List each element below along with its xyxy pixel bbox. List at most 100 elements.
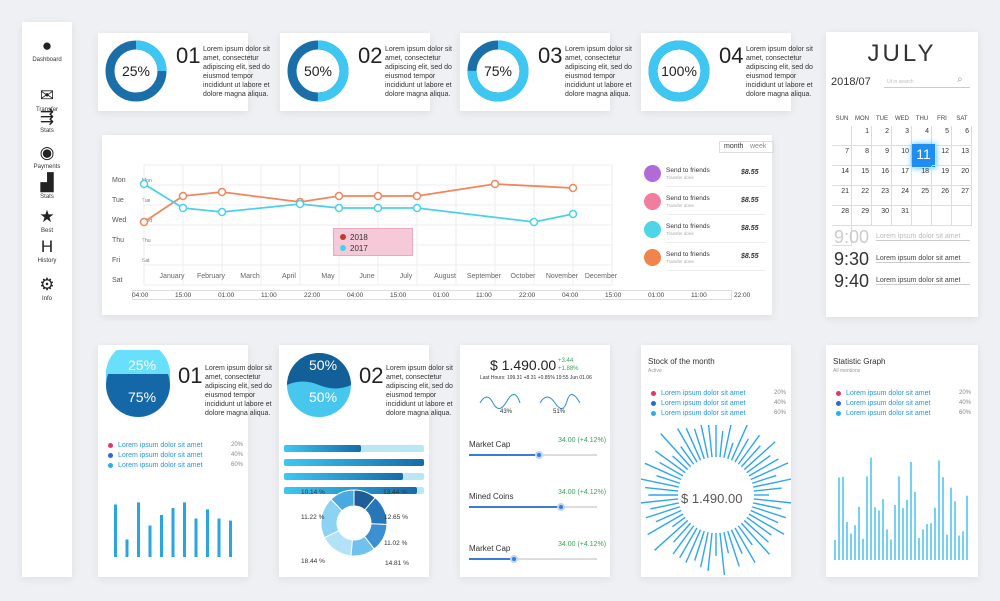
sidebar-item-payments[interactable]: ◉ Payments: [22, 143, 72, 170]
slider-track[interactable]: [469, 555, 597, 563]
calendar-day-25[interactable]: 25: [912, 186, 932, 206]
calendar-empty: [952, 206, 972, 226]
transaction-item[interactable]: Send to friends Transfer done $8.55: [639, 249, 767, 271]
stat-bar: [950, 487, 952, 560]
data-point[interactable]: [217, 207, 227, 217]
calendar-day-5[interactable]: 5: [932, 126, 952, 146]
burst-ray: [672, 525, 695, 555]
transaction-item[interactable]: Send to friends Transfer done $8.55: [639, 165, 767, 187]
calendar-day-11[interactable]: 11: [912, 144, 936, 168]
kpi-card-4: 100% 04 Lorem ipsum dolor sit amet, cons…: [641, 33, 813, 111]
period-toggle[interactable]: month week: [719, 141, 774, 153]
calendar-day-7[interactable]: 7: [832, 146, 852, 166]
sidebar-item-dashboard[interactable]: ● Dashboard: [22, 36, 72, 63]
data-point[interactable]: [139, 179, 149, 189]
sidebar-item-label: Dashboard: [32, 57, 62, 63]
calendar-day-6[interactable]: 6: [952, 126, 972, 146]
calendar-day-2[interactable]: 2: [872, 126, 892, 146]
calendar-day-15[interactable]: 15: [852, 166, 872, 186]
calendar-day-18[interactable]: 18: [912, 166, 932, 186]
calendar-day-1[interactable]: 1: [852, 126, 872, 146]
data-point[interactable]: [217, 187, 227, 197]
calendar-day-22[interactable]: 22: [852, 186, 872, 206]
stat-bar: [902, 508, 904, 560]
transaction-item[interactable]: Send to friends Transfer done $8.55: [639, 193, 767, 215]
sidebar-item-transfer[interactable]: ✉ Transfer: [22, 86, 72, 113]
calendar-empty: [832, 226, 852, 246]
data-point[interactable]: [139, 217, 149, 227]
transaction-item[interactable]: Send to friends Transfer done $8.55: [639, 221, 767, 243]
calendar-day-24[interactable]: 24: [892, 186, 912, 206]
x-tick-label: May: [321, 273, 335, 280]
calendar-day-8[interactable]: 8: [852, 146, 872, 166]
bar: [206, 509, 209, 557]
calendar-day-14[interactable]: 14: [832, 166, 852, 186]
data-point[interactable]: [178, 203, 188, 213]
legend-label: Lorem ipsum dolor sit amet: [661, 400, 746, 407]
data-point[interactable]: [490, 179, 500, 189]
burst-ray: [677, 428, 698, 463]
calendar-day-29[interactable]: 29: [852, 206, 872, 226]
stat-bar: [858, 506, 860, 560]
sidebar-item-stats[interactable]: ⇶ Stats: [22, 107, 72, 134]
calendar-day-3[interactable]: 3: [892, 126, 912, 146]
sidebar-item-stats[interactable]: ▟ Stats: [22, 173, 72, 200]
data-point[interactable]: [334, 191, 344, 201]
calendar-day-13[interactable]: 13: [952, 146, 972, 166]
burst-ray: [748, 458, 779, 477]
calendar-day-16[interactable]: 16: [872, 166, 892, 186]
data-point[interactable]: [568, 209, 578, 219]
donut-slice[interactable]: [330, 489, 355, 512]
slider-thumb[interactable]: [535, 451, 544, 459]
calendar-day-30[interactable]: 30: [872, 206, 892, 226]
slider-thumb[interactable]: [557, 503, 566, 511]
data-point[interactable]: [178, 191, 188, 201]
slider-thumb[interactable]: [509, 555, 518, 563]
calendar-day-9[interactable]: 9: [872, 146, 892, 166]
gear-icon: ⚙: [39, 275, 55, 294]
x-tick-label: January: [160, 273, 185, 280]
stat-bar: [850, 533, 852, 560]
progress-fill: [284, 473, 403, 480]
sidebar-item-info[interactable]: ⚙ Info: [22, 275, 72, 302]
calendar-day-26[interactable]: 26: [932, 186, 952, 206]
search-icon[interactable]: ⌕: [957, 74, 963, 85]
time-tick: 04:00: [347, 292, 364, 299]
donut-label: 10.14 %: [301, 489, 325, 496]
slider-label: Mined Coins: [469, 492, 514, 501]
data-point[interactable]: [412, 203, 422, 213]
sidebar-item-best[interactable]: ★ Best: [22, 207, 72, 234]
data-point[interactable]: [373, 191, 383, 201]
slider-track[interactable]: [469, 451, 597, 459]
legend-row: Lorem ipsum dolor sit amet 20%: [651, 390, 786, 397]
calendar-day-27[interactable]: 27: [952, 186, 972, 206]
statistic-sub: All mentions: [833, 368, 861, 374]
data-point[interactable]: [412, 191, 422, 201]
data-point[interactable]: [295, 199, 305, 209]
calendar-day-28[interactable]: 28: [832, 206, 852, 226]
stat-bar: [846, 521, 848, 560]
calendar-search-input[interactable]: Ut in search: [884, 76, 970, 88]
calendar-day-20[interactable]: 20: [952, 166, 972, 186]
calendar-day-10[interactable]: 10: [892, 146, 912, 166]
sidebar-item-label: Payments: [33, 164, 61, 170]
calendar-day-23[interactable]: 23: [872, 186, 892, 206]
data-point[interactable]: [568, 183, 578, 193]
calendar-day-21[interactable]: 21: [832, 186, 852, 206]
chart-legend: 2018 2017: [333, 228, 413, 256]
calendar-day-31[interactable]: 31: [892, 206, 912, 226]
calendar-day-19[interactable]: 19: [932, 166, 952, 186]
calendar-day-4[interactable]: 4: [912, 126, 932, 146]
data-point[interactable]: [373, 203, 383, 213]
tab-month[interactable]: month: [724, 143, 744, 150]
schedule-note: Lorem ipsum dolor sit amet: [876, 277, 970, 285]
percent-card-2: 50% 50% 02 Lorem ipsum dolor sit amet, c…: [279, 345, 453, 577]
data-point[interactable]: [529, 217, 539, 227]
sidebar-item-history[interactable]: H History: [22, 237, 72, 264]
burst-ray: [723, 425, 732, 458]
tab-week[interactable]: week: [750, 143, 767, 150]
data-point[interactable]: [334, 203, 344, 213]
slider-track[interactable]: [469, 503, 597, 511]
calendar-day-17[interactable]: 17: [892, 166, 912, 186]
calendar-day-12[interactable]: 12: [932, 146, 952, 166]
